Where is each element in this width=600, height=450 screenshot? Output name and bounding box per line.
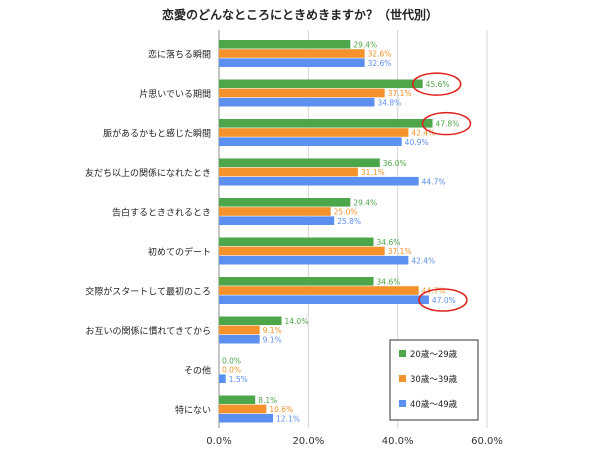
data-label: 44.7% (422, 287, 446, 296)
bar-3 (219, 58, 365, 67)
legend-label: 40歳～49歳 (410, 399, 458, 410)
x-tick-label: 60.0% (471, 436, 503, 447)
data-labels-layer: 29.4%32.6%32.6%45.6%37.1%34.8%47.8%42.4%… (222, 40, 459, 423)
data-label: 47.0% (432, 296, 456, 305)
bar-3 (219, 413, 274, 423)
highlight-circle (421, 111, 472, 136)
category-label: 交際がスタートして最初のころ (85, 285, 211, 297)
bar-1 (219, 198, 351, 207)
bars-layer (219, 40, 433, 423)
highlight-circle (418, 288, 468, 312)
legend-swatch (399, 350, 406, 357)
bar-1 (219, 79, 423, 89)
data-label: 0.0% (222, 356, 241, 365)
bar-3 (219, 176, 419, 186)
bar-3 (219, 295, 429, 304)
category-label: 友だち以上の関係になれたとき (85, 167, 211, 179)
data-label: 29.4% (353, 198, 377, 207)
bar-2 (219, 246, 385, 256)
bar-2 (219, 49, 365, 58)
data-label: 32.6% (368, 59, 392, 68)
data-label: 42.4% (411, 256, 435, 265)
bar-2 (219, 404, 267, 414)
data-label: 25.8% (337, 217, 361, 226)
bar-3 (219, 255, 409, 265)
data-label: 47.8% (436, 119, 460, 128)
bar-2 (219, 167, 358, 177)
category-label: 脈があるかもと感じた瞬間 (103, 127, 211, 139)
data-label: 9.1% (263, 326, 282, 335)
data-label: 37.1% (388, 247, 412, 256)
data-label: 45.6% (426, 80, 450, 89)
bar-1 (219, 119, 433, 128)
x-tick-labels-layer: 0.0% 20.0% 40.0% 60.0% (206, 436, 503, 447)
legend: 20歳～29歳 30歳～39歳 40歳～49歳 (389, 339, 479, 421)
data-label: 36.0% (383, 159, 407, 168)
highlight-circle (411, 72, 462, 96)
category-label: 特にない (175, 404, 211, 416)
data-label: 8.1% (258, 396, 277, 405)
bar-1 (219, 277, 374, 286)
data-label: 34.6% (377, 277, 401, 286)
data-label: 10.6% (269, 405, 293, 414)
legend-label: 30歳～39歳 (410, 374, 458, 385)
data-label: 37.1% (388, 89, 412, 98)
bar-3 (219, 374, 226, 383)
bar-1 (219, 158, 380, 168)
category-label: 告白するときされるとき (112, 206, 211, 218)
bar-1 (219, 316, 282, 326)
x-tick-label: 0.0% (206, 436, 231, 447)
bar-1 (219, 237, 374, 247)
chart-title: 恋愛のどんなところにときめきますか？（世代別） (162, 7, 438, 22)
bar-2 (219, 325, 260, 335)
category-label: 恋に落ちる瞬間 (148, 48, 211, 60)
legend-swatch (399, 375, 406, 382)
category-label: 初めてのデート (148, 246, 211, 258)
highlight-circles-layer (411, 72, 472, 312)
legend-swatch (399, 400, 406, 407)
bar-3 (219, 216, 335, 225)
category-label: その他 (184, 364, 211, 376)
data-label: 29.4% (353, 40, 377, 49)
data-label: 32.6% (368, 50, 392, 59)
bar-2 (219, 207, 331, 216)
bar-2 (219, 88, 385, 98)
category-label: お互いの関係に慣れてきてから (86, 325, 211, 337)
bar-2 (219, 286, 419, 295)
data-label: 31.1% (361, 168, 385, 177)
x-tick-label: 20.0% (292, 436, 324, 447)
bar-3 (219, 137, 402, 146)
data-label: 12.1% (276, 414, 300, 423)
category-labels-layer: 恋に落ちる瞬間片思いでいる期間脈があるかもと感じた瞬間友だち以上の関係になれたと… (85, 48, 211, 416)
data-label: 9.1% (263, 335, 282, 344)
data-label: 0.0% (222, 366, 241, 375)
data-label: 25.0% (334, 208, 358, 217)
data-label: 42.4% (411, 129, 435, 138)
bar-1 (219, 395, 256, 405)
data-label: 34.6% (377, 238, 401, 247)
data-label: 44.7% (422, 177, 446, 186)
data-label: 1.5% (229, 375, 248, 384)
data-label: 34.8% (377, 98, 401, 107)
data-label: 14.0% (285, 317, 309, 326)
bar-2 (219, 128, 409, 137)
category-label: 片思いでいる期間 (139, 88, 211, 100)
x-tick-label: 40.0% (382, 436, 414, 447)
legend-label: 20歳～29歳 (410, 349, 458, 360)
data-label: 40.9% (405, 138, 429, 147)
bar-1 (219, 40, 351, 49)
bar-3 (219, 97, 375, 107)
bar-3 (219, 334, 260, 344)
